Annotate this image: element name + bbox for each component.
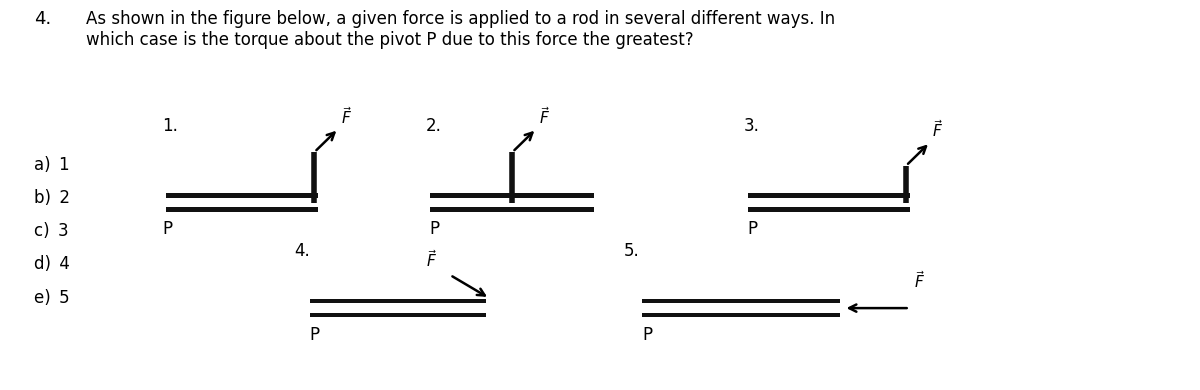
Text: As shown in the figure below, a given force is applied to a rod in several diffe: As shown in the figure below, a given fo…: [86, 10, 835, 48]
Text: 4.: 4.: [34, 10, 50, 28]
Text: $\vec{F}$: $\vec{F}$: [341, 106, 352, 127]
Bar: [310, 299, 486, 317]
Bar: [166, 198, 318, 207]
Text: c) 3: c) 3: [34, 222, 68, 240]
Bar: [642, 299, 840, 317]
Text: e) 5: e) 5: [34, 289, 70, 307]
Text: $\vec{F}$: $\vec{F}$: [539, 106, 550, 127]
Text: $\vec{F}$: $\vec{F}$: [932, 119, 943, 140]
Text: 2.: 2.: [426, 117, 442, 135]
Text: 5.: 5.: [624, 242, 640, 260]
Text: a) 1: a) 1: [34, 156, 70, 174]
Text: P: P: [430, 220, 439, 238]
Bar: [430, 193, 594, 212]
Bar: [430, 198, 594, 207]
Text: d) 4: d) 4: [34, 255, 70, 273]
Text: b) 2: b) 2: [34, 189, 70, 207]
Text: P: P: [310, 326, 319, 344]
Text: $\vec{F}$: $\vec{F}$: [914, 269, 925, 291]
Text: P: P: [162, 220, 172, 238]
Text: 1.: 1.: [162, 117, 178, 135]
Bar: [166, 193, 318, 212]
Text: 4.: 4.: [294, 242, 310, 260]
Bar: [642, 303, 840, 313]
Text: 3.: 3.: [744, 117, 760, 135]
Bar: [748, 198, 910, 207]
Text: P: P: [748, 220, 757, 238]
Bar: [748, 193, 910, 212]
Bar: [310, 303, 486, 313]
Text: P: P: [642, 326, 652, 344]
Text: $\vec{F}$: $\vec{F}$: [426, 249, 437, 270]
